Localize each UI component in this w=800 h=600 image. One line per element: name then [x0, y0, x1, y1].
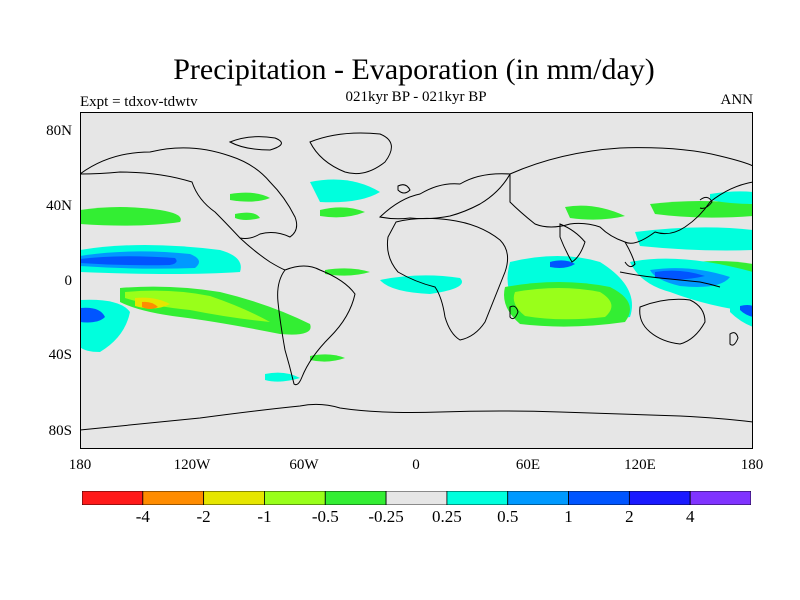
field-natl-green-2 [320, 207, 365, 218]
colorbar-label-1: -2 [196, 507, 211, 526]
coast-british-isles [397, 184, 411, 194]
map-plot [80, 112, 753, 449]
lat-label-80s: 80S [48, 423, 72, 439]
lon-label-180w: 180 [68, 457, 92, 473]
colorbar-label-3: -0.5 [311, 507, 339, 526]
colorbar-box-3 [264, 491, 326, 505]
subtitle: 021kyr BP - 021kyr BP [345, 89, 487, 105]
lon-label-60e: 60E [515, 457, 541, 473]
colorbar-label-6: 0.5 [497, 507, 519, 526]
coast-japan [699, 196, 713, 209]
field-io-blue [550, 260, 575, 268]
coast-madagascar [509, 305, 519, 320]
field-wpac-green [650, 201, 753, 218]
season-label: ANN [720, 92, 754, 108]
colorbar-label-4: -0.25 [368, 507, 404, 526]
field-natl-cyan [310, 179, 380, 203]
field-trop-atl-cyan [380, 275, 462, 294]
colorbar-label-9: 4 [685, 507, 695, 526]
colorbar-box-2 [203, 491, 265, 505]
lat-label-80n: 80N [46, 123, 72, 139]
lon-label-120w: 120W [173, 457, 211, 473]
field-mc-blue [655, 270, 705, 280]
colorbar-box-5 [385, 491, 448, 505]
colorbar-box-6 [446, 491, 509, 505]
coast-south-america [277, 265, 356, 386]
colorbar-box-9 [628, 491, 691, 505]
field-spac-orange [142, 301, 158, 309]
field-npac-green-2 [230, 192, 270, 202]
field-wpac-cyan [635, 227, 753, 251]
field-satl-cyan [265, 372, 300, 382]
field-natl-green [235, 212, 260, 220]
precip-anomaly-fields [80, 179, 753, 382]
page-title: Precipitation - Evaporation (in mm/day) [173, 53, 655, 86]
colorbar-label-7: 1 [564, 507, 573, 526]
coast-europe [378, 173, 511, 220]
field-io-lightgreen [513, 288, 612, 320]
colorbar-box-1 [142, 491, 205, 505]
field-spac-blue [80, 307, 105, 323]
coast-north-america [80, 147, 298, 239]
map-frame [80, 112, 753, 449]
coast-new-zealand [729, 332, 739, 346]
field-satl-green [310, 354, 345, 362]
coast-asia [509, 147, 753, 244]
lon-label-180e: 180 [740, 457, 764, 473]
coast-southeast-asia [624, 241, 636, 268]
colorbar-box-0 [82, 491, 144, 505]
lon-label-60w: 60W [289, 457, 319, 473]
lon-label-120e: 120E [624, 457, 656, 473]
colorbar-label-0: -4 [135, 507, 150, 526]
coastlines [80, 132, 753, 431]
lat-label-40s: 40S [48, 347, 72, 363]
field-itcz-blue [80, 256, 177, 266]
coast-indonesia [619, 271, 721, 288]
experiment-label: Expt = tdxov-tdwtv [80, 94, 198, 110]
lat-label-40n: 40N [46, 198, 72, 214]
colorbar-label-8: 2 [625, 507, 634, 526]
field-spac-lightgreen [125, 290, 270, 322]
colorbar-box-8 [568, 491, 630, 505]
colorbar-box-4 [324, 491, 387, 505]
colorbar [82, 491, 751, 505]
field-npac-green [80, 207, 181, 226]
colorbar-label-5: 0.25 [432, 507, 462, 526]
coast-central-america [239, 237, 286, 271]
coast-india [559, 223, 586, 263]
field-trop-atl-green [325, 268, 370, 276]
coast-australia [639, 298, 706, 345]
field-arab-green [565, 205, 625, 220]
lat-label-0: 0 [64, 273, 73, 289]
coast-antarctica [80, 403, 753, 431]
colorbar-label-2: -1 [257, 507, 272, 526]
colorbar-box-10 [689, 491, 751, 505]
coast-africa [387, 217, 509, 341]
coast-greenland [309, 132, 392, 175]
coast-arctic-islands [228, 136, 282, 151]
lon-label-0: 0 [412, 457, 420, 473]
colorbar-box-7 [507, 491, 569, 505]
field-spcz-blue [740, 305, 753, 317]
